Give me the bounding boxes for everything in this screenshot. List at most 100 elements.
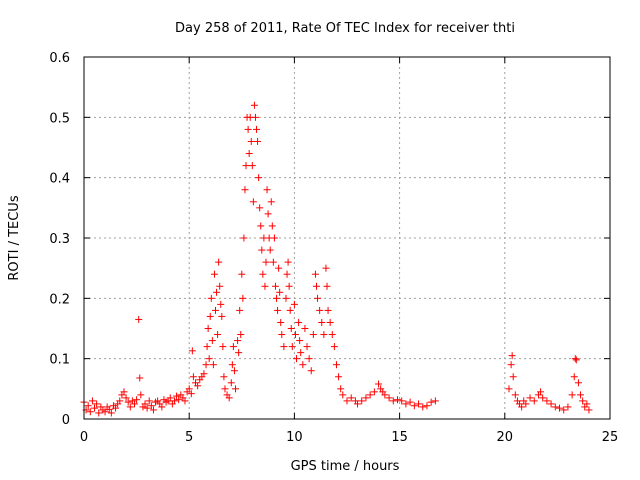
x-axis-label: GPS time / hours xyxy=(291,459,400,474)
data-point xyxy=(579,397,587,405)
data-point xyxy=(217,300,225,308)
data-point xyxy=(375,380,383,388)
data-point xyxy=(216,282,224,290)
data-point xyxy=(188,347,196,355)
data-point xyxy=(358,397,366,405)
data-point xyxy=(170,397,178,405)
data-point xyxy=(267,198,275,206)
data-point xyxy=(137,391,145,399)
data-point xyxy=(262,258,270,266)
data-point xyxy=(271,282,279,290)
data-point xyxy=(205,355,213,363)
data-point xyxy=(570,373,578,381)
data-point xyxy=(285,282,293,290)
axis-ticks xyxy=(83,56,611,420)
data-point xyxy=(309,331,317,339)
data-point xyxy=(324,306,332,314)
data-point xyxy=(299,361,307,369)
data-point xyxy=(335,373,343,381)
data-point xyxy=(564,403,572,411)
data-point xyxy=(259,270,267,278)
data-point xyxy=(296,337,304,345)
data-point xyxy=(266,246,274,254)
x-tick-label: 15 xyxy=(391,430,408,445)
data-point xyxy=(269,258,277,266)
y-tick-label: 0.6 xyxy=(49,51,70,66)
data-point xyxy=(419,403,427,411)
y-tick-label: 0.5 xyxy=(49,111,70,126)
data-point xyxy=(227,379,235,387)
chart-title: Day 258 of 2011, Rate Of TEC Index for r… xyxy=(175,21,515,36)
data-point xyxy=(318,318,326,326)
data-point xyxy=(238,270,246,278)
data-point xyxy=(332,361,340,369)
data-point xyxy=(305,355,313,363)
data-point xyxy=(268,222,276,230)
data-point xyxy=(507,361,515,369)
data-point xyxy=(282,294,290,302)
data-point xyxy=(124,398,132,406)
data-point xyxy=(250,101,258,109)
data-point xyxy=(228,361,236,369)
data-point xyxy=(248,162,256,170)
plot-frame xyxy=(83,56,611,420)
data-point xyxy=(328,331,336,339)
data-point xyxy=(158,403,166,411)
data-point xyxy=(330,343,338,351)
data-point xyxy=(393,396,401,404)
data-point xyxy=(245,150,253,158)
data-point xyxy=(84,402,92,410)
data-point xyxy=(251,113,259,121)
data-point xyxy=(145,397,153,405)
data-point xyxy=(256,204,264,212)
data-point xyxy=(398,397,406,405)
data-point xyxy=(326,318,334,326)
data-point xyxy=(86,408,94,416)
data-point xyxy=(263,186,271,194)
data-point xyxy=(247,137,255,145)
data-point xyxy=(257,222,265,230)
x-tick-label: 0 xyxy=(80,430,88,445)
data-point xyxy=(241,186,249,194)
data-point xyxy=(112,404,120,412)
data-point xyxy=(206,312,214,320)
data-point xyxy=(194,382,202,390)
y-axis-label: ROTI / TECUs xyxy=(7,195,22,280)
data-point xyxy=(149,406,157,414)
data-point xyxy=(147,402,155,410)
data-point xyxy=(585,406,593,414)
data-point xyxy=(116,397,124,405)
data-point xyxy=(126,403,134,411)
data-points xyxy=(80,101,593,417)
data-point xyxy=(427,398,435,406)
data-point xyxy=(431,397,439,405)
data-point xyxy=(323,282,331,290)
data-point xyxy=(130,400,138,408)
data-point xyxy=(93,400,101,408)
data-point xyxy=(291,331,299,339)
data-point xyxy=(366,391,374,399)
data-point xyxy=(264,210,272,218)
data-point xyxy=(277,318,285,326)
data-point xyxy=(314,294,322,302)
data-point xyxy=(270,234,278,242)
data-point xyxy=(547,400,555,408)
x-tick-label: 25 xyxy=(602,430,619,445)
data-point xyxy=(322,264,330,272)
data-point xyxy=(215,258,223,266)
data-point xyxy=(276,288,284,296)
data-point xyxy=(347,394,355,402)
y-tick-labels: 0 0.1 0.2 0.3 0.4 0.5 0.6 xyxy=(49,51,70,428)
data-point xyxy=(415,400,423,408)
data-point xyxy=(204,325,212,332)
data-point xyxy=(303,343,311,351)
data-point xyxy=(311,270,319,278)
data-point xyxy=(423,402,431,410)
data-point xyxy=(258,246,266,254)
data-point xyxy=(543,397,551,405)
data-point xyxy=(505,385,513,393)
data-point xyxy=(91,404,99,412)
y-tick-label: 0.3 xyxy=(49,232,70,247)
data-point xyxy=(181,397,189,405)
